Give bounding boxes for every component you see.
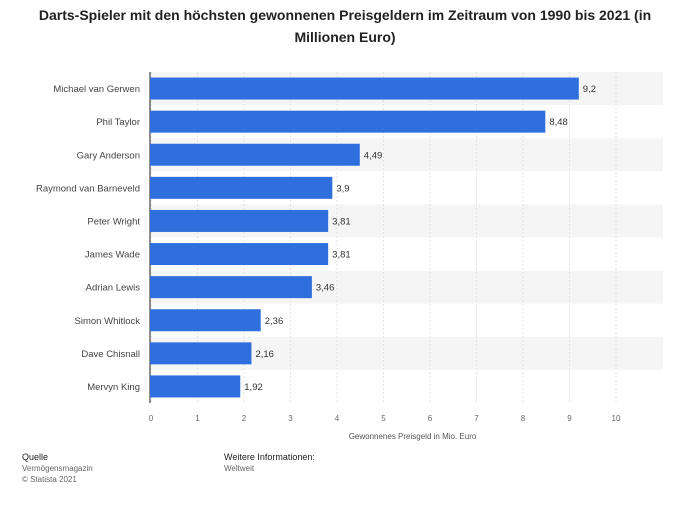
x-tick-label: 10	[612, 414, 621, 423]
bar	[150, 209, 329, 232]
source-heading: Quelle	[22, 452, 49, 462]
category-label: Raymond van Barneveld	[36, 183, 140, 194]
x-tick-label: 2	[242, 414, 247, 423]
bar	[150, 243, 329, 266]
data-label: 3,9	[336, 183, 349, 194]
bar	[150, 342, 252, 365]
data-label: 3,81	[332, 250, 351, 261]
bar	[150, 309, 261, 332]
data-label: 3,46	[316, 283, 335, 294]
category-label: Peter Wright	[87, 216, 140, 227]
data-label: 2,16	[255, 349, 274, 360]
source-line: Vermögensmagazin	[22, 464, 93, 473]
bar	[150, 176, 333, 199]
category-label: Simon Whitlock	[75, 316, 141, 327]
source-block: Quelle Vermögensmagazin © Statista 2021	[22, 452, 93, 485]
x-tick-label: 7	[474, 414, 479, 423]
data-label: 3,81	[332, 216, 351, 227]
data-label: 8,48	[549, 117, 568, 128]
bar	[150, 110, 546, 133]
data-label: 1,92	[244, 382, 263, 393]
category-label: Dave Chisnall	[81, 349, 140, 360]
x-tick-label: 9	[567, 414, 572, 423]
info-heading: Weitere Informationen:	[224, 452, 315, 462]
x-tick-label: 5	[381, 414, 386, 423]
x-tick-label: 0	[149, 414, 154, 423]
copyright-line: © Statista 2021	[22, 475, 77, 484]
bar	[150, 77, 579, 100]
x-tick-label: 4	[335, 414, 340, 423]
x-tick-label: 6	[428, 414, 433, 423]
x-tick-label: 8	[521, 414, 526, 423]
data-label: 2,36	[265, 316, 284, 327]
bar	[150, 143, 360, 166]
data-label: 4,49	[364, 150, 383, 161]
bar	[150, 375, 241, 398]
x-axis-title: Gewonnenes Preisgeld in Mio. Euro	[349, 432, 477, 441]
info-line: Weltweit	[224, 464, 255, 473]
category-label: Michael van Gerwen	[53, 84, 140, 95]
category-label: Mervyn King	[87, 382, 140, 393]
x-tick-label: 3	[288, 414, 293, 423]
category-label: Phil Taylor	[96, 117, 140, 128]
chart-title: Darts-Spieler mit den höchsten gewonnene…	[38, 7, 652, 45]
info-block: Weitere Informationen: Weltweit	[224, 452, 315, 474]
category-label: Adrian Lewis	[86, 283, 141, 294]
bar	[150, 276, 312, 299]
x-tick-label: 1	[195, 414, 200, 423]
category-label: Gary Anderson	[77, 150, 140, 161]
category-label: James Wade	[85, 250, 140, 261]
data-label: 9,2	[583, 84, 596, 95]
